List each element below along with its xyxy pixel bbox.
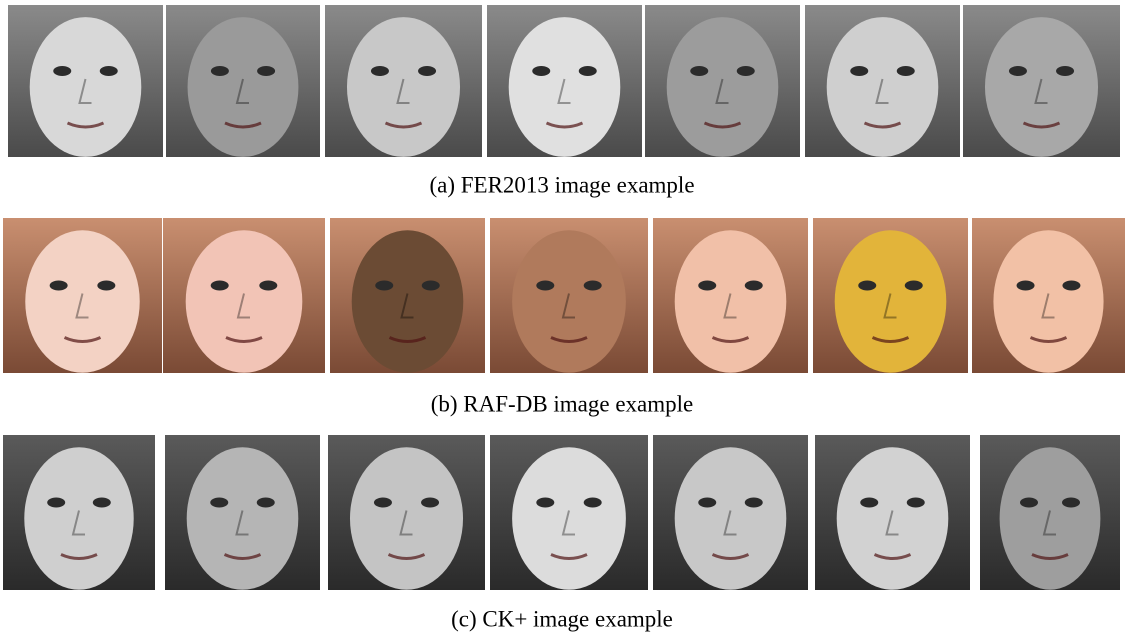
eye bbox=[100, 66, 118, 76]
eye bbox=[745, 281, 763, 291]
panel-caption: (a) FER2013 image example bbox=[429, 172, 694, 197]
eye bbox=[745, 498, 763, 508]
face-photo bbox=[325, 5, 482, 157]
face bbox=[1000, 447, 1101, 590]
face-photo bbox=[328, 435, 485, 590]
face-photo bbox=[165, 435, 320, 590]
panel-caption: (b) RAF-DB image example bbox=[431, 391, 694, 416]
face-photo bbox=[980, 435, 1120, 590]
eye bbox=[210, 498, 228, 508]
face bbox=[835, 230, 947, 373]
eye bbox=[532, 66, 550, 76]
eye bbox=[850, 66, 868, 76]
eye bbox=[97, 281, 115, 291]
face-photo bbox=[487, 5, 642, 157]
face-photo bbox=[972, 218, 1125, 373]
face-photo bbox=[963, 5, 1120, 157]
face bbox=[675, 447, 787, 590]
face bbox=[667, 17, 779, 157]
face bbox=[512, 230, 626, 373]
face-photo bbox=[645, 5, 800, 157]
eye bbox=[93, 498, 111, 508]
face-photo bbox=[8, 5, 163, 157]
eye bbox=[897, 66, 915, 76]
eye bbox=[375, 281, 393, 291]
face-photo bbox=[815, 435, 970, 590]
eye bbox=[690, 66, 708, 76]
eye bbox=[584, 498, 602, 508]
face-photo bbox=[166, 5, 320, 157]
face bbox=[187, 447, 299, 590]
face bbox=[186, 230, 303, 373]
face bbox=[512, 447, 626, 590]
eye bbox=[737, 66, 755, 76]
eye bbox=[584, 281, 602, 291]
eye bbox=[698, 281, 716, 291]
face bbox=[985, 17, 1098, 157]
eye bbox=[698, 498, 716, 508]
face bbox=[30, 17, 142, 157]
face bbox=[24, 447, 133, 590]
eye bbox=[211, 66, 229, 76]
eye bbox=[371, 66, 389, 76]
eye bbox=[579, 66, 597, 76]
eye bbox=[1020, 498, 1038, 508]
face bbox=[675, 230, 787, 373]
eye bbox=[259, 281, 277, 291]
face bbox=[350, 447, 463, 590]
eye bbox=[257, 66, 275, 76]
eye bbox=[858, 281, 876, 291]
face bbox=[352, 230, 464, 373]
eye bbox=[374, 498, 392, 508]
figure: (a) FER2013 image example (b) RAF-DB ima… bbox=[0, 0, 1125, 639]
eye bbox=[418, 66, 436, 76]
eye bbox=[1017, 281, 1035, 291]
eye bbox=[47, 498, 65, 508]
face bbox=[827, 17, 939, 157]
face-photo bbox=[330, 218, 485, 373]
face bbox=[837, 447, 949, 590]
face-photo bbox=[490, 435, 648, 590]
eye bbox=[1062, 281, 1080, 291]
face-photo bbox=[490, 218, 648, 373]
eye bbox=[53, 66, 71, 76]
eye bbox=[907, 498, 925, 508]
eye bbox=[905, 281, 923, 291]
eye bbox=[1009, 66, 1027, 76]
face bbox=[509, 17, 621, 157]
face bbox=[188, 17, 299, 157]
face bbox=[347, 17, 460, 157]
face-photo bbox=[805, 5, 960, 157]
eye bbox=[536, 281, 554, 291]
eye bbox=[211, 281, 229, 291]
eye bbox=[257, 498, 275, 508]
face-photo bbox=[3, 218, 162, 373]
eye bbox=[860, 498, 878, 508]
face bbox=[993, 230, 1103, 373]
face-photo bbox=[163, 218, 325, 373]
eye bbox=[50, 281, 68, 291]
eye bbox=[536, 498, 554, 508]
face-photo bbox=[3, 435, 155, 590]
eye bbox=[1056, 66, 1074, 76]
panel-caption: (c) CK+ image example bbox=[451, 606, 673, 631]
eye bbox=[422, 281, 440, 291]
face-photo bbox=[653, 218, 808, 373]
face-photo bbox=[813, 218, 968, 373]
eye bbox=[1062, 498, 1080, 508]
face bbox=[25, 230, 139, 373]
face-photo bbox=[653, 435, 808, 590]
eye bbox=[421, 498, 439, 508]
